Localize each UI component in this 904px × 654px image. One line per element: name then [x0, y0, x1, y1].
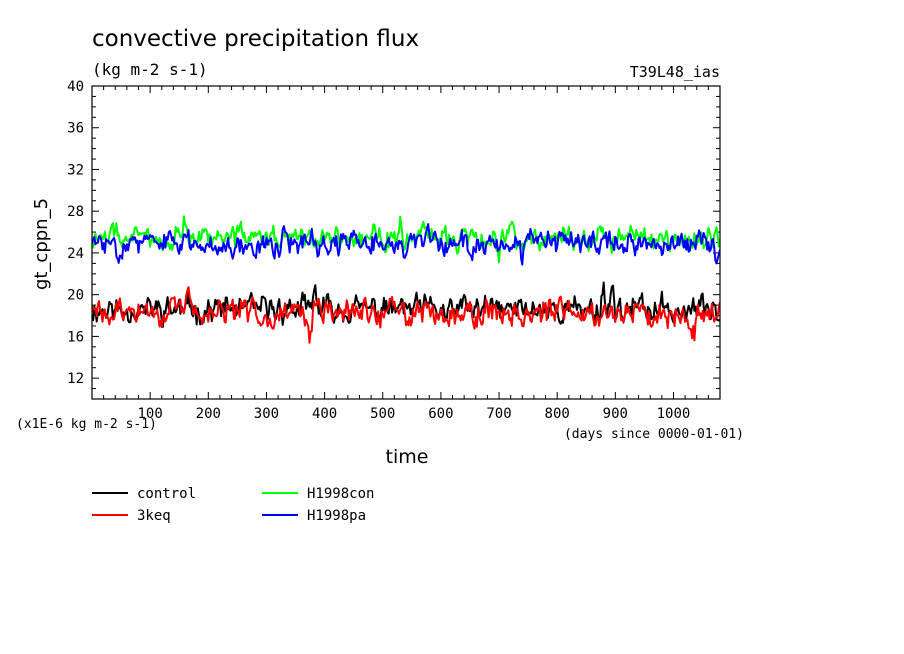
x-tick-label: 300: [254, 406, 279, 422]
x-tick-label: 100: [137, 406, 162, 422]
legend-label: control: [137, 486, 196, 502]
chart-subtitle: (kg m-2 s-1): [92, 60, 208, 79]
x-tick-label: 400: [312, 406, 337, 422]
chart-title: convective precipitation flux: [92, 26, 419, 52]
y-tick-label: 28: [67, 204, 84, 220]
series-line-h1998pa: [92, 223, 720, 266]
x-tick-label: 200: [196, 406, 221, 422]
x-tick-label: 600: [428, 406, 453, 422]
y-tick-label: 24: [67, 246, 84, 262]
x-axis-label: time: [386, 446, 429, 468]
y-tick-label: 16: [67, 329, 84, 345]
x-tick-label: 900: [603, 406, 628, 422]
run-label: T39L48_ias: [630, 63, 720, 81]
y-tick-label: 12: [67, 371, 84, 387]
y-tick-label: 36: [67, 121, 84, 137]
legend-label: 3keq: [137, 508, 171, 524]
plot-frame: [91, 85, 721, 400]
x-tick-label: 1000: [657, 406, 691, 422]
x-tick-label: 800: [545, 406, 570, 422]
y-tick-label: 32: [67, 162, 84, 178]
legend-label: H1998pa: [307, 508, 366, 524]
series-line-3keq: [92, 286, 720, 344]
legend-label: H1998con: [307, 486, 374, 502]
y-units-label: (x1E-6 kg m-2 s-1): [16, 417, 157, 432]
y-tick-label: 40: [67, 79, 84, 95]
y-tick-label: 20: [67, 288, 84, 304]
x-units-label: (days since 0000-01-01): [564, 427, 744, 442]
x-tick-label: 500: [370, 406, 395, 422]
y-axis-label: gt_cppn_5: [31, 198, 52, 290]
x-tick-label: 700: [486, 406, 511, 422]
